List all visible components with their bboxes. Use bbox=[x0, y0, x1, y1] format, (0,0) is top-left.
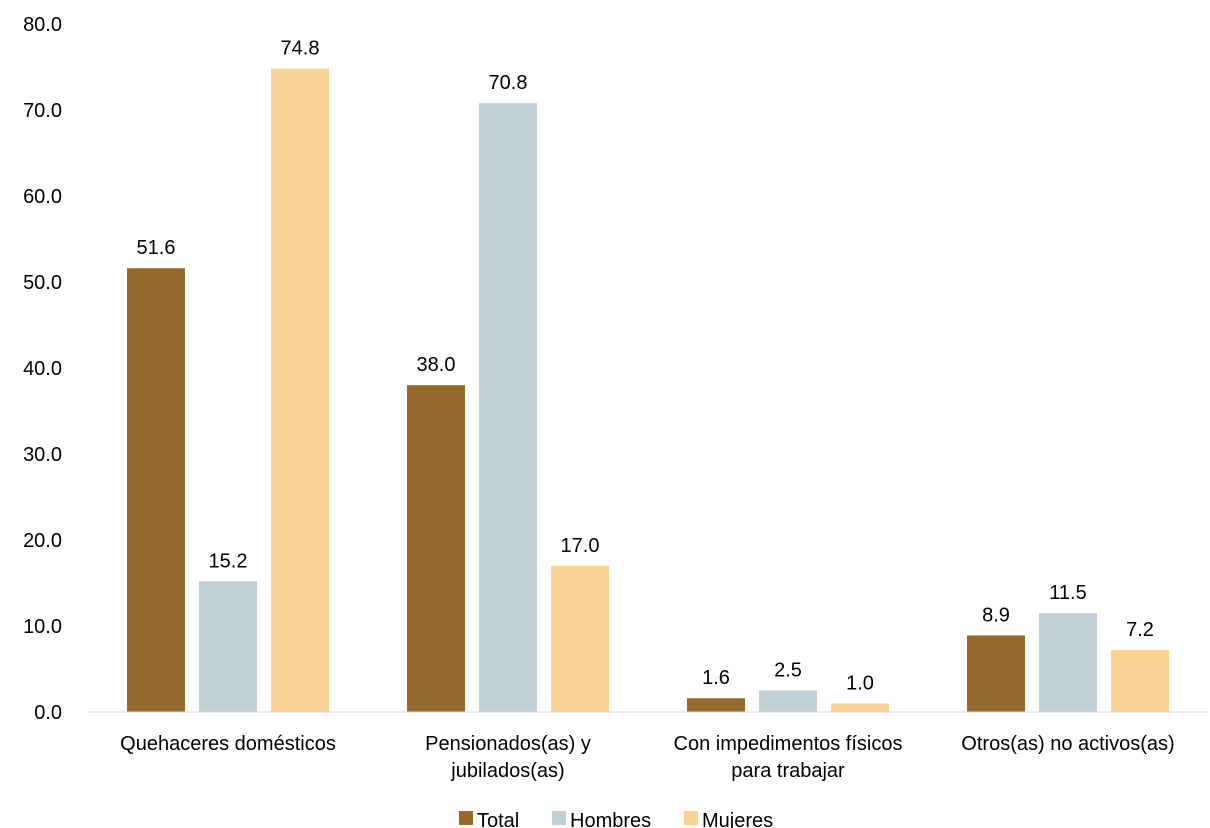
bar-hombres bbox=[1039, 613, 1097, 712]
x-category-label: Con impedimentos físicos bbox=[674, 733, 903, 755]
data-label: 74.8 bbox=[281, 38, 320, 60]
data-label: 70.8 bbox=[489, 72, 528, 94]
y-tick-label: 60.0 bbox=[23, 186, 62, 208]
bars bbox=[127, 68, 1169, 713]
y-tick-label: 80.0 bbox=[23, 14, 62, 36]
legend-label-hombres: Hombres bbox=[570, 810, 651, 828]
legend-swatch-total bbox=[459, 811, 473, 825]
y-tick-label: 0.0 bbox=[34, 702, 62, 724]
data-label: 51.6 bbox=[137, 237, 176, 259]
bar-mujeres bbox=[1111, 650, 1169, 712]
x-axis: Quehaceres domésticos Pensionados(as) y ju… bbox=[120, 733, 1175, 782]
bar-total bbox=[127, 268, 185, 712]
data-label: 7.2 bbox=[1126, 619, 1154, 641]
y-tick-label: 30.0 bbox=[23, 444, 62, 466]
bar-hombres bbox=[199, 581, 257, 712]
x-category-label: jubilados(as) bbox=[450, 760, 564, 782]
y-axis: 0.0 10.0 20.0 30.0 40.0 50.0 60.0 70.0 80.0 bbox=[23, 14, 62, 724]
bar-mujeres bbox=[831, 703, 889, 712]
y-tick-label: 70.0 bbox=[23, 100, 62, 122]
data-labels: 51.6 38.0 1.6 8.9 15.2 70.8 2.5 11.5 74.8 17.0 1.0… bbox=[137, 38, 1154, 695]
legend: Total Hombres Mujeres bbox=[459, 810, 773, 828]
bar-total bbox=[687, 698, 745, 712]
bar-total bbox=[967, 635, 1025, 712]
legend-label-total: Total bbox=[477, 810, 519, 828]
y-tick-label: 10.0 bbox=[23, 616, 62, 638]
bar-total bbox=[407, 385, 465, 712]
data-label: 11.5 bbox=[1049, 582, 1086, 604]
bar-mujeres bbox=[551, 565, 609, 712]
x-category-label: Quehaceres domésticos bbox=[120, 733, 336, 755]
legend-label-mujeres: Mujeres bbox=[702, 810, 773, 828]
x-category-label: para trabajar bbox=[731, 760, 845, 782]
legend-swatch-mujeres bbox=[684, 811, 698, 825]
data-label: 15.2 bbox=[209, 550, 248, 572]
x-category-label: Pensionados(as) y bbox=[425, 733, 591, 755]
data-label: 17.0 bbox=[561, 535, 600, 557]
data-label: 8.9 bbox=[982, 604, 1010, 626]
bar-hombres bbox=[759, 690, 817, 712]
data-label: 2.5 bbox=[774, 660, 802, 682]
legend-swatch-hombres bbox=[552, 811, 566, 825]
bar-hombres bbox=[479, 103, 537, 713]
data-label: 1.6 bbox=[702, 667, 730, 689]
y-tick-label: 40.0 bbox=[23, 358, 62, 380]
bar-mujeres bbox=[271, 68, 329, 713]
y-tick-label: 20.0 bbox=[23, 530, 62, 552]
data-label: 38.0 bbox=[417, 354, 456, 376]
x-category-label: Otros(as) no activos(as) bbox=[961, 733, 1174, 755]
data-label: 1.0 bbox=[846, 672, 874, 694]
y-tick-label: 50.0 bbox=[23, 272, 62, 294]
